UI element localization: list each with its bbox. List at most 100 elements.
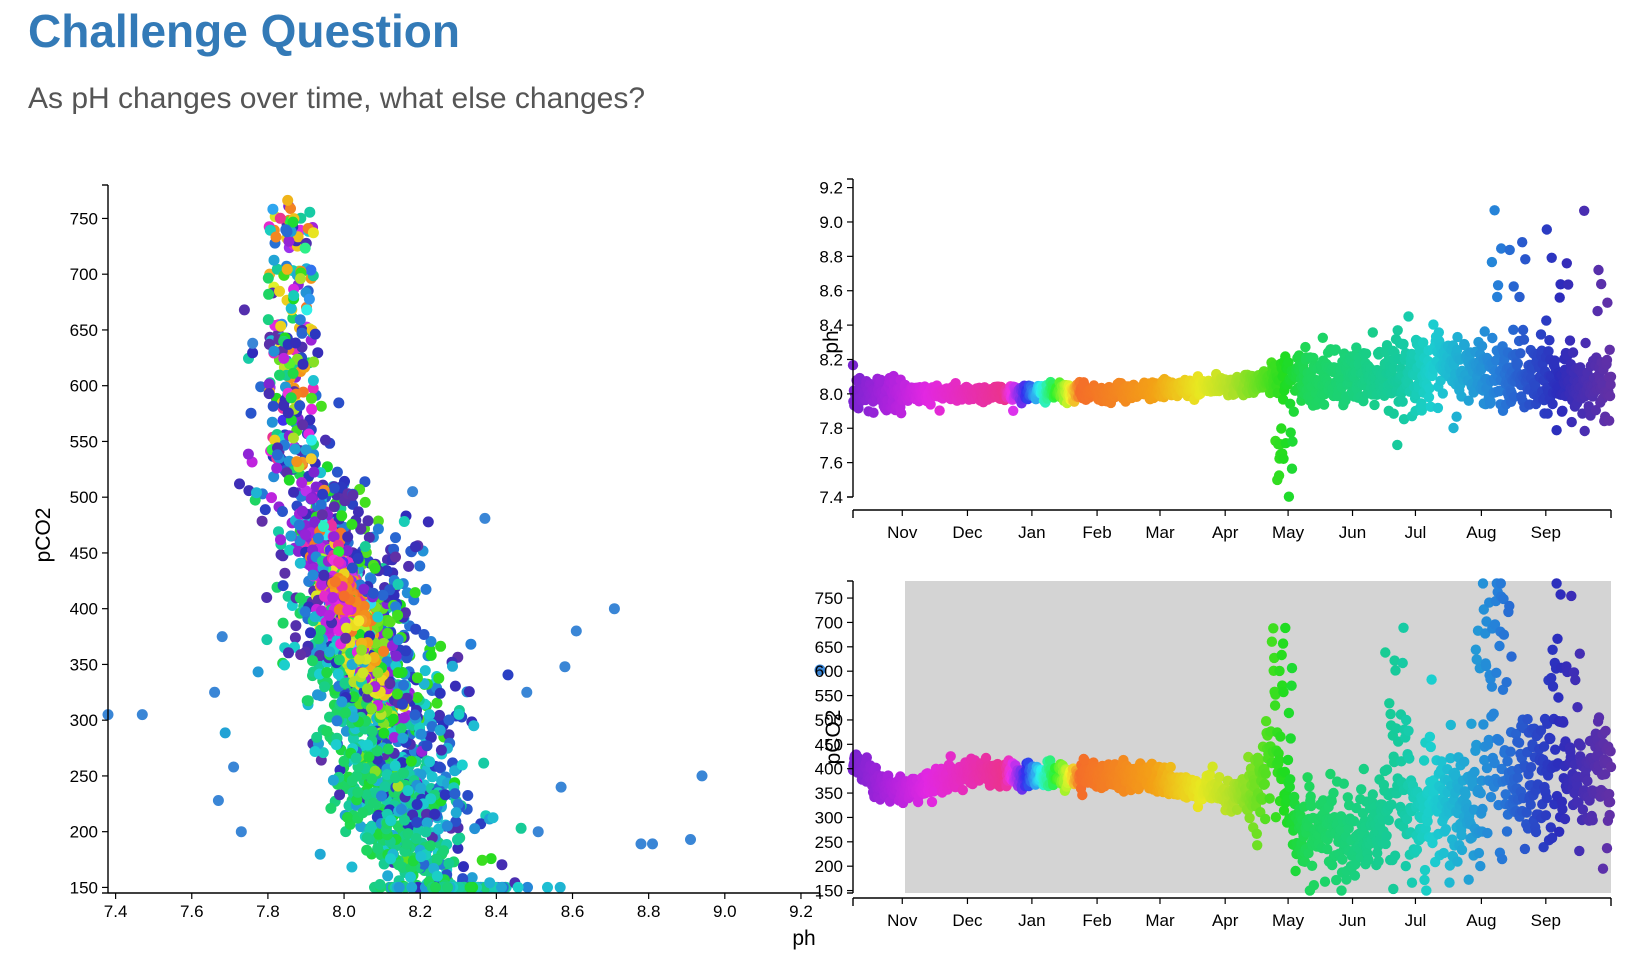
scatter-point [411,816,423,828]
scatter-outlier-point [407,486,419,498]
scatter-point [359,496,371,508]
scatter-point [284,544,296,556]
scatter-point [398,679,410,691]
scatter-point [305,493,317,505]
scatter-point [340,707,351,719]
scatter-x-tick-label: 8.8 [637,902,661,921]
ph-time-point [1592,305,1603,317]
scatter-point [357,667,369,679]
ph-time-point [1367,327,1379,338]
scatter-point [468,720,480,732]
ph-time-y-axis-label: ph [820,330,843,353]
ph-time-point [1517,324,1529,336]
ph-time-point [1551,425,1562,436]
scatter-point [300,485,312,497]
scatter-point [384,678,396,690]
ph-time-x-tick-label: Jul [1405,523,1427,542]
ph-time-point [896,408,907,419]
scatter-point [307,655,318,667]
scatter-x-tick-label: 8.6 [561,902,585,921]
ph-time-x-tick-label: Mar [1145,523,1175,542]
scatter-point [295,649,307,661]
scatter-point [522,881,533,893]
scatter-point [478,757,490,769]
scatter-point [266,492,277,504]
scatter-point [274,212,286,224]
scatter-point [405,871,416,883]
scatter-point [372,842,384,854]
ph-time-point [1317,332,1329,343]
scatter-point [390,532,401,544]
scatter-point [287,432,299,444]
scatter-point [277,506,288,517]
scatter-y-tick-label: 600 [70,377,98,396]
scatter-point [463,686,475,698]
scatter-point [393,881,405,893]
scatter-point [425,649,437,661]
ph-time-point [1541,315,1552,326]
scatter-point [385,853,396,865]
scatter-point [367,587,379,599]
ph-time-y-tick-label: 7.4 [819,488,843,507]
ph-time-point [1276,423,1287,434]
scatter-point [318,521,329,532]
scatter-y-tick-label: 200 [70,823,98,842]
scatter-point [449,765,461,777]
ph-time-point [1549,355,1561,366]
scatter-point [238,304,250,316]
scatter-point [410,541,421,553]
ph-time-x-tick-label: Jan [1018,523,1045,542]
scatter-point [321,725,333,737]
scatter-point [275,549,287,561]
scatter-y-tick-label: 500 [70,488,98,507]
scatter-point [263,378,275,390]
ph-time-point [1398,338,1409,350]
scatter-point [361,832,373,844]
scatter-point [411,672,423,684]
scatter-point [377,589,389,601]
scatter-point [293,519,305,531]
scatter-point [496,881,507,893]
ph-time-x-tick-label: Sep [1531,523,1561,542]
ph-time-point [1008,405,1019,416]
scatter-x-tick-label: 7.8 [256,902,280,921]
ph-time-point [1557,405,1568,416]
scatter-point [355,523,367,535]
ph-time-point [1605,371,1617,382]
scatter-point [376,790,387,802]
ph-time-point [1579,425,1590,437]
ph-time-point [1567,347,1579,358]
scatter-point [333,556,345,568]
scatter-point [331,715,343,727]
ph-time-point [1604,415,1615,426]
scatter-point [392,578,404,590]
scatter-point [357,807,369,819]
scatter-point [372,523,384,535]
scatter-point [294,557,306,569]
ph-time-point [868,407,879,418]
scatter-point [305,453,317,465]
scatter-point [288,290,300,302]
ph-time-y-tick-label: 9.2 [819,179,843,198]
scatter-point [340,632,352,644]
scatter-point [297,419,309,431]
scatter-point [347,733,359,745]
scatter-point [443,857,455,869]
scatter-point [282,194,294,206]
ph-time-point [1487,332,1498,344]
scatter-point [401,587,413,599]
ph-time-point [1504,244,1515,256]
scatter-outlier-point [608,603,620,615]
scatter-point [285,302,297,314]
scatter-y-tick-label: 700 [70,265,98,284]
scatter-point [458,861,469,873]
scatter-point [401,838,413,850]
scatter-point [389,760,401,772]
ph-time-point [1542,408,1553,419]
ph-time-point [1604,344,1615,355]
scatter-point [338,590,350,602]
scatter-point [268,345,280,357]
scatter-point [291,456,303,468]
scatter-point [234,478,245,490]
ph-time-point [1392,439,1403,451]
